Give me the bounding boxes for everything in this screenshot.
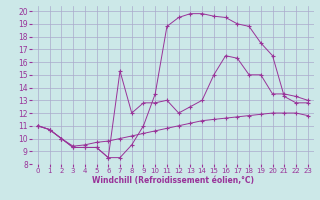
X-axis label: Windchill (Refroidissement éolien,°C): Windchill (Refroidissement éolien,°C): [92, 176, 254, 185]
